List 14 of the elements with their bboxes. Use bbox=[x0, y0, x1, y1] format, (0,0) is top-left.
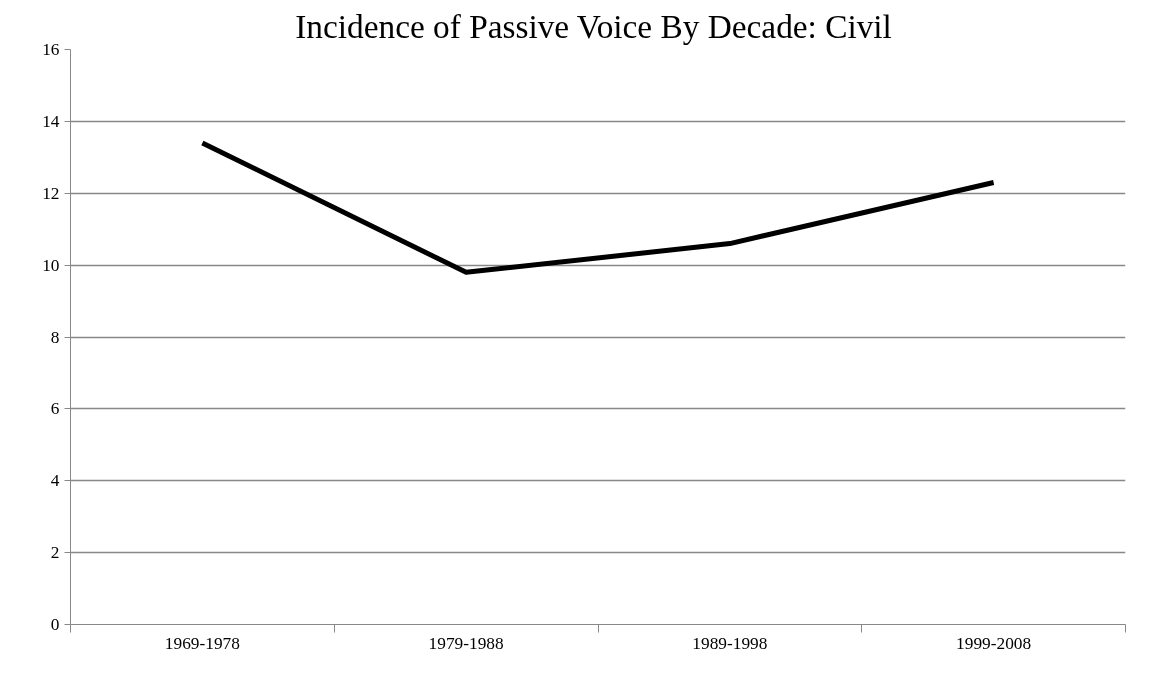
y-tick-label: 0 bbox=[50, 615, 60, 634]
y-tick-label: 14 bbox=[42, 111, 60, 131]
y-tick-label: 6 bbox=[50, 399, 60, 419]
x-tick-label: 1999-2008 bbox=[956, 633, 1032, 653]
y-tick-label: 12 bbox=[42, 183, 60, 203]
y-tick-label: 4 bbox=[50, 471, 60, 491]
y-tick-label: 8 bbox=[50, 327, 60, 347]
x-tick-label: 1989-1998 bbox=[692, 633, 768, 653]
x-tick-label: 1979-1988 bbox=[428, 633, 504, 653]
x-tick-label: 1969-1978 bbox=[164, 633, 240, 653]
y-tick-label: 16 bbox=[42, 40, 60, 59]
y-tick-label: 10 bbox=[42, 255, 60, 275]
chart-title: Incidence of Passive Voice By Decade: Civil bbox=[295, 7, 892, 45]
y-tick-label: 2 bbox=[50, 543, 60, 563]
